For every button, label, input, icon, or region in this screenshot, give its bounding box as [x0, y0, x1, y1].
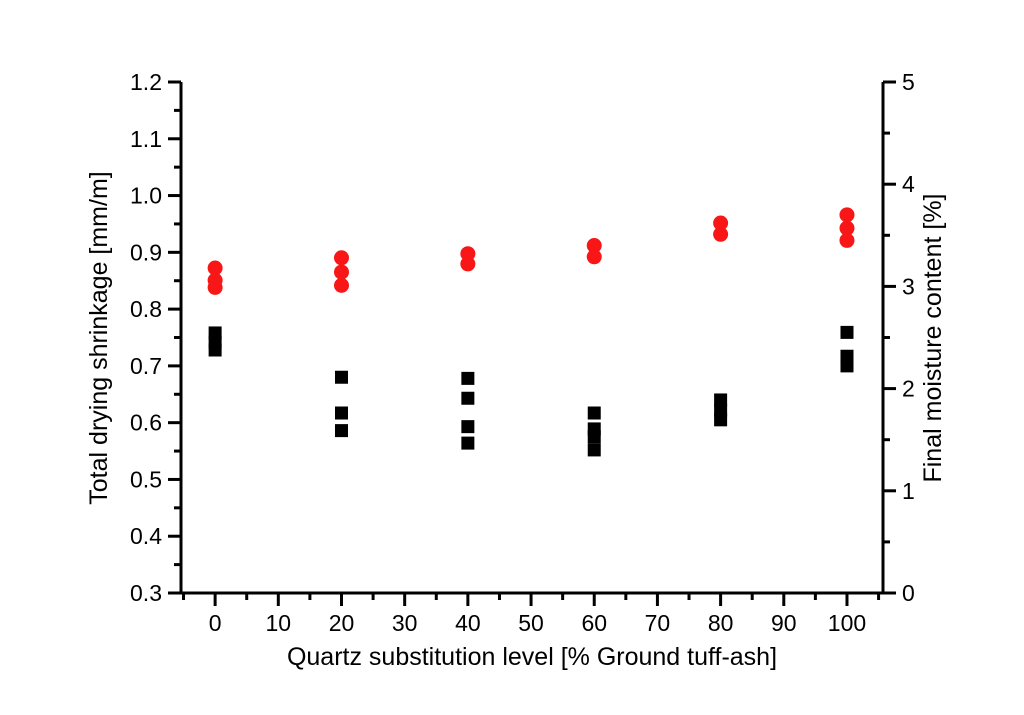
data-point-moisture: [839, 207, 855, 223]
x-tick-label: 50: [518, 610, 544, 636]
data-point-shrinkage: [587, 430, 601, 444]
data-point-moisture: [586, 249, 602, 265]
data-point-moisture: [713, 226, 729, 242]
data-point-moisture: [207, 260, 223, 276]
data-point-moisture: [839, 220, 855, 236]
data-point-shrinkage: [840, 359, 854, 373]
y-left-tick-label: 0.9: [130, 239, 162, 265]
data-point-shrinkage: [334, 370, 348, 384]
y-right-tick-label: 3: [902, 273, 915, 299]
data-point-shrinkage: [334, 406, 348, 420]
x-tick-label: 20: [329, 610, 355, 636]
y-axis-right-title: Final moisture content [%]: [919, 193, 947, 482]
y-axis-left-title: Total drying shrinkage [mm/m]: [85, 171, 113, 504]
data-point-moisture: [586, 238, 602, 254]
data-point-shrinkage: [461, 371, 475, 385]
data-point-shrinkage: [714, 413, 728, 427]
data-point-moisture: [333, 264, 349, 280]
y-left-tick-label: 0.3: [130, 580, 162, 606]
data-point-shrinkage: [334, 424, 348, 438]
y-left-tick-label: 1.2: [130, 69, 162, 95]
y-left-tick-label: 0.6: [130, 410, 162, 436]
data-point-moisture: [333, 250, 349, 266]
data-point-moisture: [207, 279, 223, 295]
y-left-tick-label: 0.7: [130, 353, 162, 379]
data-point-moisture: [460, 256, 476, 272]
y-left-tick-label: 1.0: [130, 183, 162, 209]
data-point-moisture: [839, 232, 855, 248]
x-tick-label: 40: [455, 610, 481, 636]
y-right-tick-label: 0: [902, 580, 915, 606]
x-tick-label: 30: [392, 610, 418, 636]
data-point-shrinkage: [461, 391, 475, 405]
x-tick-label: 90: [771, 610, 797, 636]
data-point-shrinkage: [587, 406, 601, 420]
data-point-shrinkage: [714, 393, 728, 407]
x-tick-label: 70: [645, 610, 671, 636]
y-right-tick-label: 4: [902, 171, 915, 197]
x-tick-label: 80: [708, 610, 734, 636]
y-right-tick-label: 2: [902, 376, 915, 402]
y-left-tick-label: 0.8: [130, 296, 162, 322]
data-point-shrinkage: [840, 325, 854, 339]
data-point-shrinkage: [461, 420, 475, 434]
y-left-tick-label: 0.4: [130, 523, 162, 549]
x-tick-label: 100: [828, 610, 866, 636]
y-right-tick-label: 1: [902, 478, 915, 504]
x-axis-title: Quartz substitution level [% Ground tuff…: [287, 643, 777, 671]
y-right-tick-label: 5: [902, 69, 915, 95]
data-point-moisture: [713, 215, 729, 231]
x-tick-label: 0: [209, 610, 222, 636]
y-left-tick-label: 0.5: [130, 466, 162, 492]
data-point-shrinkage: [587, 443, 601, 457]
plot-area: 0 10 20 30 40 50 60 70 80 90 1000.30.40.50.60.70.8…: [130, 69, 915, 636]
data-point-shrinkage: [208, 343, 222, 357]
data-point-moisture: [333, 277, 349, 293]
data-point-shrinkage: [461, 436, 475, 450]
x-tick-label: 10: [266, 610, 292, 636]
x-tick-label: 60: [581, 610, 607, 636]
y-left-tick-label: 1.1: [130, 126, 162, 152]
